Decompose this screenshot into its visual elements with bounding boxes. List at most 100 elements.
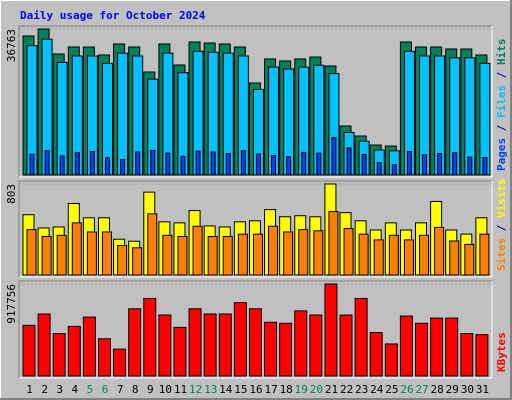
y-tick-label: 36763 — [5, 29, 18, 62]
bar — [449, 240, 460, 276]
bar — [192, 225, 203, 276]
bar — [29, 153, 35, 176]
bar — [388, 234, 399, 276]
bar — [255, 153, 261, 176]
bar — [74, 152, 80, 176]
bar — [339, 314, 353, 377]
x-tick-label: 16 — [249, 383, 262, 396]
bar — [44, 150, 50, 176]
bar — [117, 245, 128, 276]
bar — [391, 164, 397, 176]
bar — [479, 233, 490, 276]
bar — [252, 233, 263, 276]
bar — [180, 155, 186, 176]
legend: Sites / Visits — [495, 178, 508, 271]
legend-separator: / — [495, 65, 508, 85]
bar — [135, 151, 141, 176]
legend-entry: Files — [495, 85, 508, 118]
legend: Pages / Files / Hits — [495, 39, 508, 172]
legend-separator: / — [495, 218, 508, 238]
bar — [158, 314, 172, 377]
bar — [173, 326, 187, 377]
bar — [279, 322, 293, 377]
bar — [128, 308, 142, 377]
bar — [482, 157, 488, 176]
bar — [240, 150, 246, 176]
x-tick-label: 21 — [325, 383, 338, 396]
bar — [346, 147, 352, 176]
bar — [113, 348, 127, 377]
bar — [248, 308, 262, 377]
x-tick-label: 31 — [476, 383, 489, 396]
panel-edge — [19, 181, 493, 278]
x-tick-label: 24 — [370, 383, 384, 396]
bar — [343, 228, 354, 276]
legend-entry: KBytes — [495, 332, 508, 372]
x-tick-label: 17 — [264, 383, 277, 396]
bar — [283, 231, 294, 276]
x-tick-label: 5 — [87, 383, 94, 396]
bar — [82, 316, 96, 377]
bar — [467, 156, 473, 176]
bar — [361, 153, 367, 176]
bar — [222, 235, 233, 276]
x-tick-label: 27 — [415, 383, 428, 396]
bar — [210, 151, 216, 176]
legend-entry: Pages — [495, 138, 508, 171]
bar — [162, 234, 173, 276]
bar — [101, 231, 112, 276]
bar — [59, 155, 65, 176]
bar — [328, 211, 339, 276]
bar — [86, 231, 97, 276]
bar — [97, 338, 111, 377]
y-tick-label: 803 — [5, 184, 18, 204]
bar — [373, 239, 384, 276]
legend: KBytes — [495, 332, 508, 372]
bar — [309, 314, 323, 377]
bar — [195, 150, 201, 176]
bar — [316, 152, 322, 176]
bar — [143, 297, 157, 377]
bar — [271, 155, 277, 176]
bar — [225, 153, 231, 176]
bar — [358, 233, 369, 276]
legend-entry: Hits — [495, 39, 508, 66]
bar — [452, 152, 458, 176]
legend-entry: Visits — [495, 178, 508, 218]
y-tick-label: 917756 — [5, 284, 18, 324]
bar — [354, 297, 368, 377]
bar — [233, 302, 247, 377]
x-tick-label: 20 — [310, 383, 323, 396]
x-tick-label: 19 — [295, 383, 308, 396]
x-tick-label: 3 — [56, 383, 63, 396]
bar — [445, 317, 459, 377]
x-tick-label: 28 — [431, 383, 444, 396]
bar — [403, 239, 414, 276]
bar — [150, 149, 156, 176]
panel-edge — [19, 26, 493, 178]
x-tick-label: 9 — [147, 383, 154, 396]
x-tick-label: 15 — [234, 383, 247, 396]
bar — [369, 332, 383, 377]
x-tick-label: 22 — [340, 383, 353, 396]
x-tick-label: 18 — [280, 383, 293, 396]
bar — [56, 234, 67, 276]
bar — [132, 247, 143, 276]
bar — [475, 334, 489, 377]
bar — [89, 151, 95, 176]
bar — [430, 317, 444, 377]
bar — [264, 321, 278, 377]
x-tick-label: 10 — [159, 383, 172, 396]
bar — [376, 162, 382, 176]
x-tick-label: 14 — [219, 383, 233, 396]
bar — [268, 225, 279, 276]
bar — [460, 333, 474, 377]
bar — [331, 137, 337, 176]
x-tick-label: 29 — [446, 383, 459, 396]
bar — [437, 153, 443, 176]
x-tick-label: 23 — [355, 383, 368, 396]
bar — [464, 243, 475, 276]
bar — [415, 322, 429, 377]
bar — [406, 151, 412, 176]
